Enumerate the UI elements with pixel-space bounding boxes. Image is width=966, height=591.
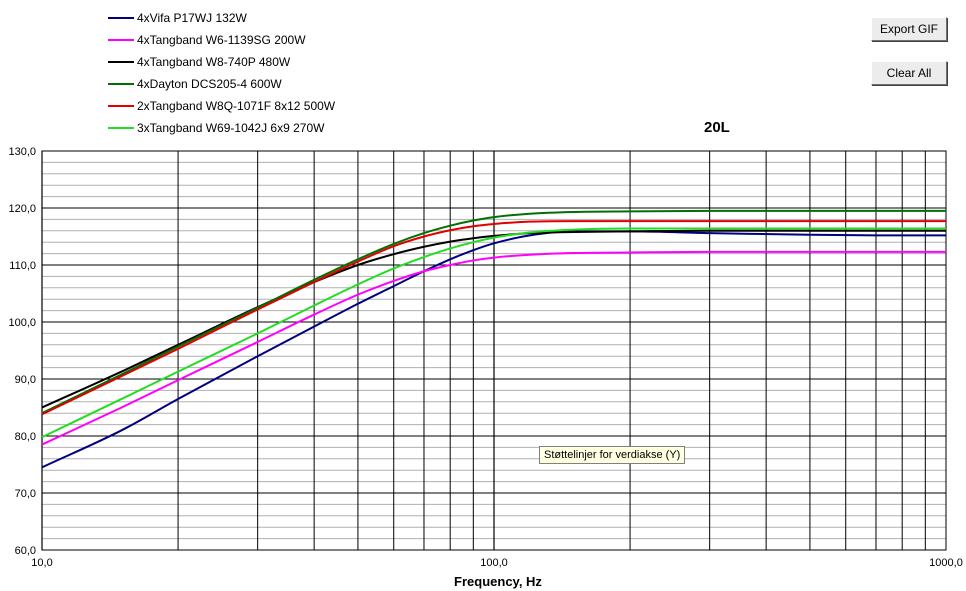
series-line-2 [41,250,946,446]
y-tick-label: 90,0 [15,374,36,386]
tooltip: Støttelinjer for verdiakse (Y) [539,446,686,464]
series-lines [41,209,946,469]
legend-label: 4xVifa P17WJ 132W [137,11,247,25]
legend-swatch [108,17,134,19]
legend-swatch [108,61,134,63]
y-tick-label: 60,0 [15,545,36,557]
y-tick-labels: 60,0 70,0 80,0 90,0 100,0 110,0 120,0 130,0 [8,146,36,557]
y-tick-label: 120,0 [8,203,36,215]
legend-swatch [108,83,134,85]
x-tick-label: 10,0 [31,557,52,569]
series-line-5 [41,220,946,416]
x-tick-label: 1000,0 [929,557,963,569]
export-gif-button[interactable]: Export GIF [871,17,947,41]
legend-swatch [108,39,134,41]
chart-title: 20L [704,119,730,136]
clear-all-button[interactable]: Clear All [871,61,947,85]
x-tick-label: 100,0 [480,557,508,569]
y-tick-label: 130,0 [8,146,36,158]
x-tick-labels: 10,0 100,0 1000,0 [31,557,963,569]
series-line-1 [41,230,946,469]
plot-frame [41,150,947,551]
y-tick-label: 110,0 [9,260,36,272]
series-line-6 [41,227,946,439]
legend-label: 3xTangband W69-1042J 6x9 270W [137,121,325,135]
legend-label: 4xTangband W8-740P 480W [137,55,291,69]
legend-swatch [108,127,134,129]
y-tick-label: 100,0 [8,317,36,329]
legend-label: 4xDayton DCS205-4 600W [137,77,282,91]
x-axis-label: Frequency, Hz [454,574,542,589]
legend-swatch [108,105,134,107]
legend-label: 4xTangband W6-1139SG 200W [137,33,306,47]
series-line-4 [41,209,946,415]
legend-label: 2xTangband W8Q-1071F 8x12 500W [137,99,336,113]
y-tick-label: 70,0 [15,488,36,500]
y-tick-label: 80,0 [15,431,36,443]
